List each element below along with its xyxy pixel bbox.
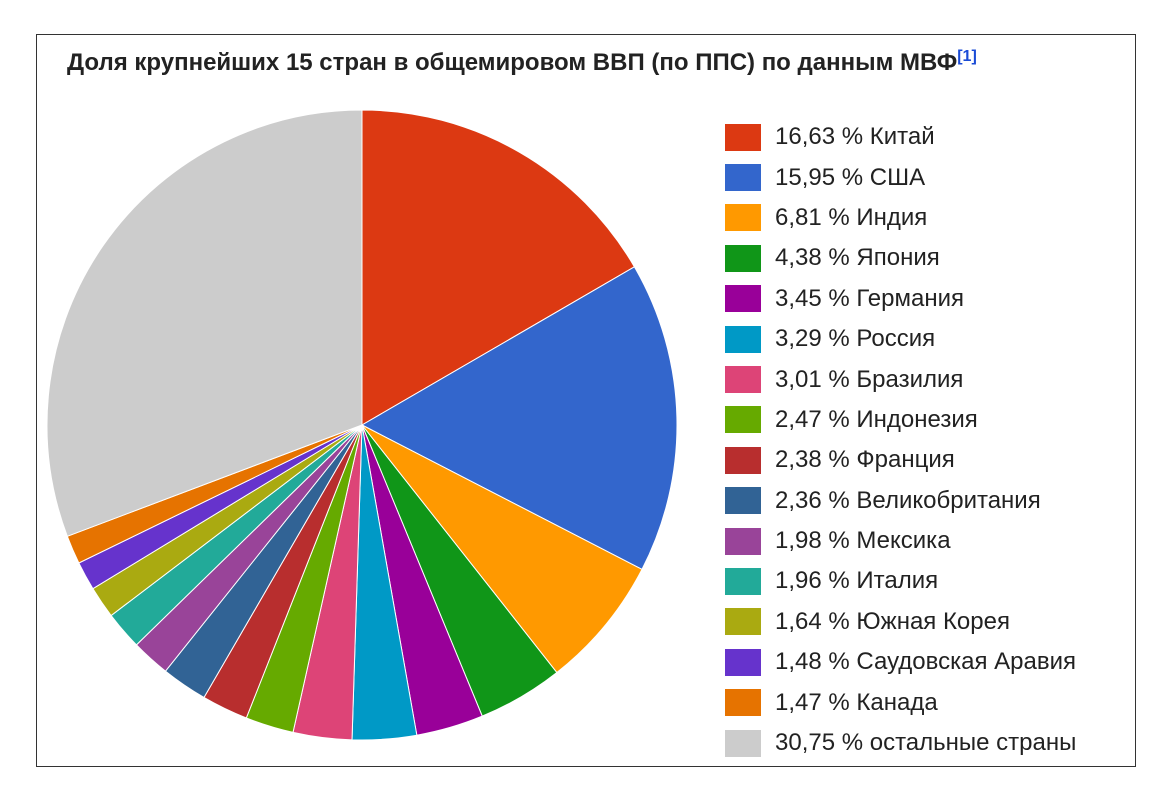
legend-item[interactable]: 1,96 % Италия	[725, 561, 1076, 601]
legend-item[interactable]: 4,38 % Япония	[725, 238, 1076, 278]
legend-swatch	[725, 285, 761, 313]
legend-item[interactable]: 3,29 % Россия	[725, 319, 1076, 359]
legend-swatch	[725, 689, 761, 717]
legend-item[interactable]: 1,98 % Мексика	[725, 521, 1076, 561]
legend-label: 2,36 % Великобритания	[775, 486, 1041, 514]
legend-item[interactable]: 2,47 % Индонезия	[725, 400, 1076, 440]
pie-slice-0[interactable]	[361, 109, 636, 426]
legend-label: 6,81 % Индия	[775, 203, 928, 231]
legend-item[interactable]: 3,01 % Бразилия	[725, 359, 1076, 399]
legend-item[interactable]: 3,45 % Германия	[725, 279, 1076, 319]
legend-item[interactable]: 2,38 % Франция	[725, 440, 1076, 480]
legend-label: 2,38 % Франция	[775, 446, 955, 474]
legend-item[interactable]: 2,36 % Великобритания	[725, 481, 1076, 521]
legend-swatch	[725, 729, 761, 757]
legend-label: 15,95 % США	[775, 163, 926, 191]
legend-swatch	[725, 567, 761, 595]
pie-slice-15[interactable]	[46, 109, 363, 537]
legend-swatch	[725, 325, 761, 353]
legend-swatch	[725, 204, 761, 232]
chart-title: Доля крупнейших 15 стран в общемировом В…	[67, 49, 977, 77]
legend-swatch	[725, 244, 761, 272]
legend-label: 3,29 % Россия	[775, 325, 936, 353]
legend-item[interactable]: 1,47 % Канада	[725, 682, 1076, 722]
legend-label: 3,45 % Германия	[775, 284, 964, 312]
legend-label: 1,48 % Саудовская Аравия	[775, 648, 1076, 676]
legend-swatch	[725, 406, 761, 434]
legend-item[interactable]: 1,48 % Саудовская Аравия	[725, 642, 1076, 682]
legend-swatch	[725, 648, 761, 676]
title-reference-link[interactable]: [1]	[957, 48, 977, 65]
legend-swatch	[725, 123, 761, 151]
legend-item[interactable]: 16,63 % Китай	[725, 117, 1076, 157]
legend-swatch	[725, 446, 761, 474]
legend-swatch	[725, 527, 761, 555]
legend-item[interactable]: 1,64 % Южная Корея	[725, 602, 1076, 642]
pie-slice-2[interactable]	[361, 424, 643, 674]
legend-item[interactable]: 15,95 % США	[725, 157, 1076, 197]
legend-label: 1,47 % Канада	[775, 688, 938, 716]
legend-label: 16,63 % Китай	[775, 123, 935, 151]
legend-label: 30,75 % остальные страны	[775, 729, 1077, 757]
legend-label: 1,98 % Мексика	[775, 527, 951, 555]
chart-legend: 16,63 % Китай 15,95 % США 6,81 % Индия 4,38…	[725, 117, 1076, 763]
legend-label: 1,64 % Южная Корея	[775, 607, 1010, 635]
legend-label: 4,38 % Япония	[775, 244, 940, 272]
chart-frame: Доля крупнейших 15 стран в общемировом В…	[36, 34, 1136, 767]
pie-slice-1[interactable]	[360, 266, 678, 571]
legend-swatch	[725, 366, 761, 394]
legend-item[interactable]: 6,81 % Индия	[725, 198, 1076, 238]
pie-chart	[46, 109, 678, 741]
legend-label: 3,01 % Бразилия	[775, 365, 964, 393]
legend-label: 1,96 % Италия	[775, 567, 939, 595]
legend-swatch	[725, 608, 761, 636]
chart-title-text: Доля крупнейших 15 стран в общемировом В…	[67, 49, 958, 76]
legend-swatch	[725, 487, 761, 515]
legend-item[interactable]: 30,75 % остальные страны	[725, 723, 1076, 763]
legend-label: 2,47 % Индонезия	[775, 405, 978, 433]
legend-swatch	[725, 164, 761, 192]
